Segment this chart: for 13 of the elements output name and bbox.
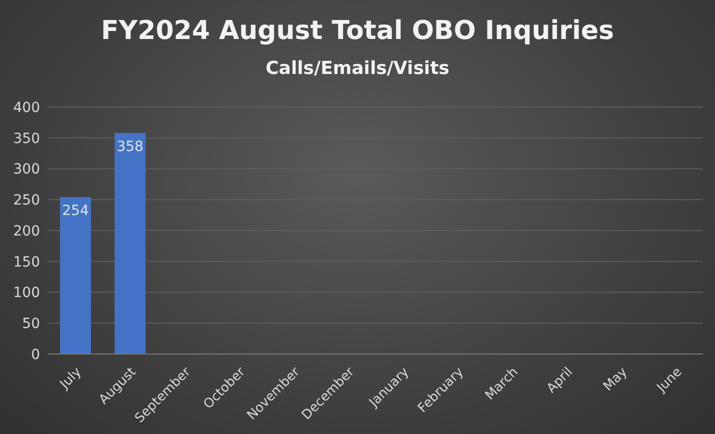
y-tick-label: 400 [13, 100, 40, 116]
chart-subtitle: Calls/Emails/Visits [264, 58, 450, 79]
y-tick-label: 350 [13, 130, 40, 147]
y-tick-label: 100 [13, 285, 40, 302]
y-tick-label: 200 [13, 223, 40, 240]
y-tick-label: 300 [13, 162, 40, 178]
y-tick-label: 150 [13, 254, 40, 270]
y-tick-label: 250 [13, 192, 40, 209]
data-label: 254 [62, 203, 89, 220]
chart-title: FY2024 August Total OBO Inquiries [100, 16, 615, 46]
y-tick-label: 0 [31, 346, 40, 363]
data-label: 358 [116, 138, 144, 155]
y-tick-label: 50 [22, 316, 40, 332]
